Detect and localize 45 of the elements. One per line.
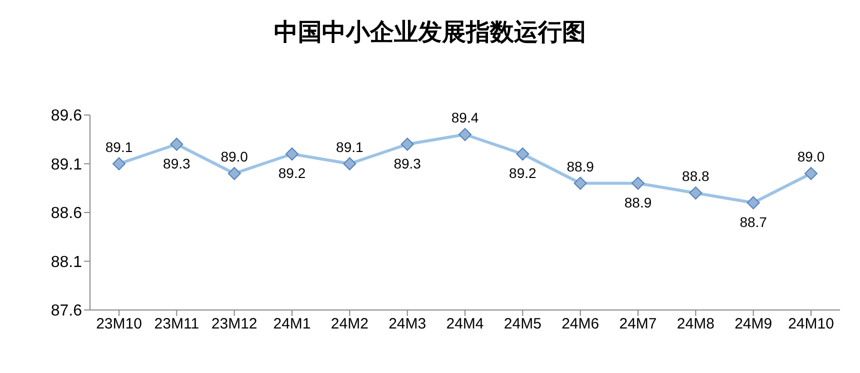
- x-tick-label: 24M10: [788, 316, 834, 333]
- x-tick-label: 24M5: [504, 316, 542, 333]
- point: [632, 176, 644, 190]
- data-label: 89.1: [336, 138, 364, 155]
- data-label: 88.9: [566, 158, 594, 174]
- data-label: 89.0: [797, 148, 825, 164]
- data-label: 89.4: [451, 110, 479, 126]
- point: [689, 186, 702, 200]
- y-tick-label: 87.6: [50, 302, 82, 320]
- y-tick-label: 88.6: [50, 205, 82, 222]
- y-tick-label: 88.1: [50, 254, 82, 271]
- point: [516, 148, 530, 160]
- data-label: 88.7: [740, 214, 768, 230]
- data-label: 89.1: [105, 138, 133, 155]
- point: [458, 128, 472, 141]
- point: [286, 148, 298, 160]
- x-tick-label: 23M10: [96, 316, 142, 333]
- x-tick-label: 24M3: [388, 316, 426, 333]
- data-label: 88.8: [682, 168, 710, 184]
- point: [112, 157, 126, 170]
- point: [343, 157, 356, 170]
- data-label: 89.3: [163, 155, 191, 172]
- data-label: 88.9: [624, 194, 652, 210]
- x-tick-label: 24M6: [562, 316, 600, 333]
- point: [746, 196, 760, 210]
- x-tick-label: 23M11: [154, 316, 200, 333]
- y-tick-label: 89.6: [50, 108, 82, 125]
- point: [170, 138, 184, 151]
- data-label: 89.3: [394, 155, 422, 172]
- data-label: 89.2: [509, 165, 537, 181]
- data-label: 89.2: [278, 165, 306, 181]
- point: [228, 167, 241, 180]
- point: [574, 176, 587, 190]
- x-tick-label: 24M4: [446, 316, 484, 333]
- y-tick-label: 89.1: [50, 156, 82, 174]
- data-label: 89.0: [220, 148, 248, 164]
- point: [400, 138, 414, 151]
- point: [804, 167, 818, 180]
- x-tick-label: 23M12: [211, 316, 258, 333]
- x-tick-label: 24M2: [330, 316, 368, 333]
- x-tick-label: 24M8: [676, 316, 714, 333]
- x-tick-label: 24M7: [619, 316, 657, 333]
- chart-title: 中国中小企业发展指数运行图: [273, 17, 587, 48]
- x-tick-label: 24M1: [273, 316, 311, 333]
- x-tick-label: 24M9: [734, 316, 772, 333]
